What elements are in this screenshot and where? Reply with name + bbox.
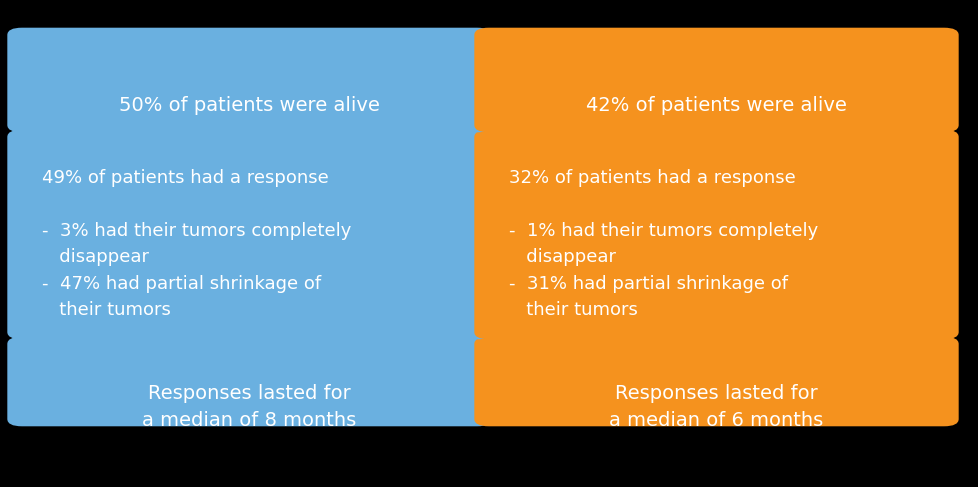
FancyBboxPatch shape <box>7 28 491 132</box>
FancyBboxPatch shape <box>473 28 957 132</box>
FancyBboxPatch shape <box>7 130 491 339</box>
Text: Responses lasted for
a median of 6 months: Responses lasted for a median of 6 month… <box>608 384 822 430</box>
FancyBboxPatch shape <box>473 337 957 426</box>
Text: Responses lasted for
a median of 8 months: Responses lasted for a median of 8 month… <box>142 384 356 430</box>
Text: 42% of patients were alive: 42% of patients were alive <box>586 96 846 115</box>
Text: 49% of patients had a response

-  3% had their tumors completely
   disappear
-: 49% of patients had a response - 3% had … <box>42 169 351 319</box>
FancyBboxPatch shape <box>7 337 491 426</box>
Text: 50% of patients were alive: 50% of patients were alive <box>119 96 379 115</box>
FancyBboxPatch shape <box>473 130 957 339</box>
Text: 32% of patients had a response

-  1% had their tumors completely
   disappear
-: 32% of patients had a response - 1% had … <box>509 169 818 319</box>
